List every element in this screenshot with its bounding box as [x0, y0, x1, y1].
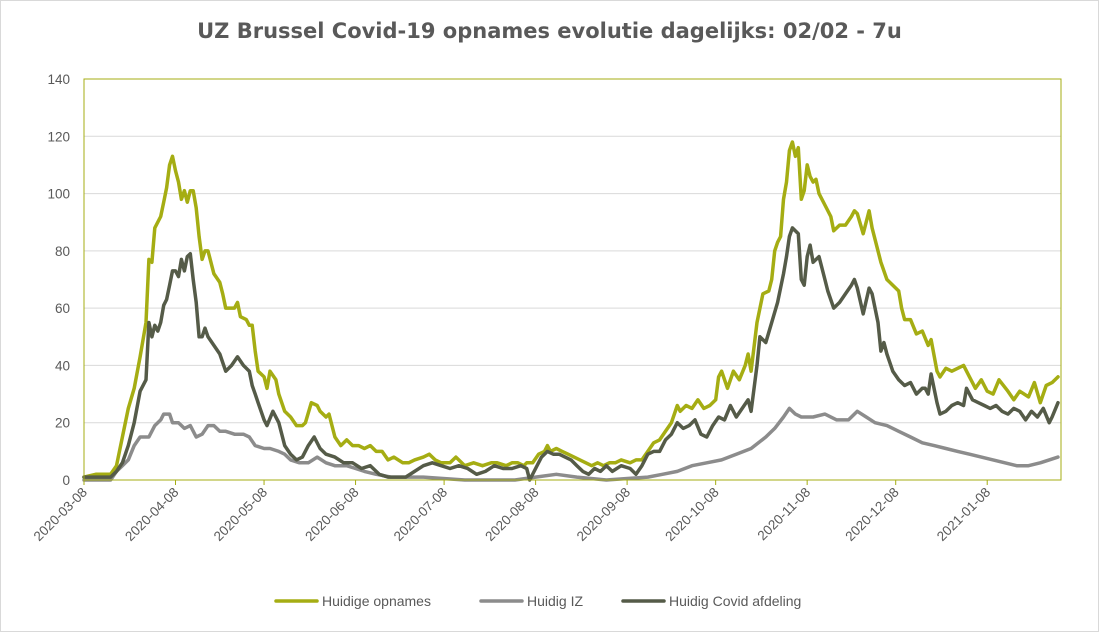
plot-area-border — [83, 78, 1062, 481]
x-tick-label: 2021-01-08 — [934, 485, 993, 544]
y-tick-label: 0 — [62, 473, 70, 488]
legend-label-2: Huidig IZ — [527, 593, 583, 609]
y-tick-label: 40 — [55, 358, 70, 373]
x-tick-label: 2020-12-08 — [842, 485, 901, 544]
x-tick-label: 2020-06-08 — [302, 485, 361, 544]
legend: Huidige opnames Huidig IZ Huidig Covid afd… — [274, 593, 801, 609]
gridlines — [84, 135, 1061, 424]
y-tick-label: 140 — [47, 72, 70, 87]
x-axis-ticks: 2020-03-08 2020-04-08 2020-05-08 2020-06-08… — [31, 480, 993, 544]
x-tick-label: 2020-03-08 — [31, 485, 90, 544]
x-tick-label: 2020-04-08 — [122, 485, 181, 544]
y-tick-label: 120 — [47, 129, 70, 144]
x-tick-label: 2020-09-08 — [574, 485, 633, 544]
series-line-2 — [82, 406, 1060, 482]
y-axis-ticks: 0 20 40 60 80 100 120 140 — [47, 72, 70, 488]
legend-label-3: Huidig Covid afdeling — [669, 593, 801, 609]
x-tick-label: 2020-08-08 — [482, 485, 541, 544]
series-line-3 — [82, 226, 1060, 482]
series-line-1 — [82, 140, 1060, 479]
chart-title: UZ Brussel Covid-19 opnames evolutie dag… — [197, 19, 902, 43]
x-tick-label: 2020-11-08 — [755, 485, 814, 544]
series-lines — [82, 140, 1060, 482]
y-tick-label: 60 — [55, 301, 70, 316]
x-tick-label: 2020-10-08 — [662, 485, 721, 544]
x-tick-label: 2020-07-08 — [391, 485, 450, 544]
y-tick-label: 100 — [47, 187, 70, 202]
legend-label-1: Huidige opnames — [322, 593, 431, 609]
x-tick-label: 2020-05-08 — [211, 485, 270, 544]
y-tick-label: 20 — [55, 416, 70, 431]
y-tick-label: 80 — [55, 244, 70, 259]
